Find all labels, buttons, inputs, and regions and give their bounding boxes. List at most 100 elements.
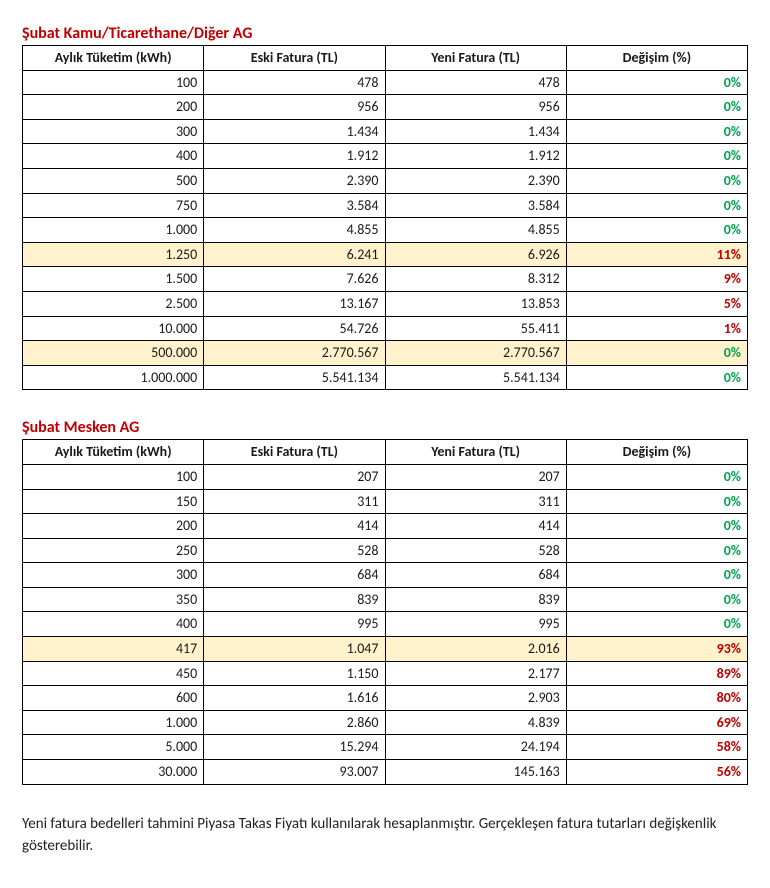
table1-header-row: Aylık Tüketim (kWh) Eski Fatura (TL) Yen…	[23, 46, 748, 71]
old-bill-cell: 2.860	[204, 710, 385, 735]
new-bill-cell: 5.541.134	[385, 365, 566, 390]
table-row: 1.000.0005.541.1345.541.1340%	[23, 365, 748, 390]
table-row: 1.0004.8554.8550%	[23, 218, 748, 243]
new-bill-cell: 145.163	[385, 760, 566, 785]
change-pct-cell: 69%	[566, 710, 747, 735]
change-pct-cell: 0%	[566, 612, 747, 637]
new-bill-cell: 4.839	[385, 710, 566, 735]
change-pct-cell: 5%	[566, 291, 747, 316]
change-pct-cell: 0%	[566, 489, 747, 514]
table-row: 500.0002.770.5672.770.5670%	[23, 341, 748, 366]
table-row: 2.50013.16713.8535%	[23, 291, 748, 316]
old-bill-cell: 684	[204, 563, 385, 588]
old-bill-cell: 54.726	[204, 316, 385, 341]
change-pct-cell: 11%	[566, 242, 747, 267]
old-bill-cell: 478	[204, 70, 385, 95]
table1-header-0: Aylık Tüketim (kWh)	[23, 46, 204, 71]
table1-title: Şubat Kamu/Ticarethane/Diğer AG	[22, 24, 748, 43]
table2-header-0: Aylık Tüketim (kWh)	[23, 440, 204, 465]
table-row: 7503.5843.5840%	[23, 193, 748, 218]
change-pct-cell: 0%	[566, 587, 747, 612]
table2-header-2: Yeni Fatura (TL)	[385, 440, 566, 465]
table-row: 6001.6162.90380%	[23, 686, 748, 711]
table-row: 1.2506.2416.92611%	[23, 242, 748, 267]
change-pct-cell: 58%	[566, 735, 747, 760]
old-bill-cell: 528	[204, 538, 385, 563]
consumption-cell: 1.000	[23, 218, 204, 243]
old-bill-cell: 2.770.567	[204, 341, 385, 366]
new-bill-cell: 2.016	[385, 637, 566, 662]
table-row: 10.00054.72655.4111%	[23, 316, 748, 341]
consumption-cell: 600	[23, 686, 204, 711]
consumption-cell: 300	[23, 119, 204, 144]
consumption-cell: 400	[23, 612, 204, 637]
consumption-cell: 5.000	[23, 735, 204, 760]
change-pct-cell: 0%	[566, 464, 747, 489]
new-bill-cell: 1.912	[385, 144, 566, 169]
consumption-cell: 417	[23, 637, 204, 662]
change-pct-cell: 0%	[566, 218, 747, 243]
old-bill-cell: 5.541.134	[204, 365, 385, 390]
new-bill-cell: 414	[385, 514, 566, 539]
table-row: 2009569560%	[23, 95, 748, 120]
change-pct-cell: 80%	[566, 686, 747, 711]
old-bill-cell: 15.294	[204, 735, 385, 760]
consumption-cell: 250	[23, 538, 204, 563]
new-bill-cell: 478	[385, 70, 566, 95]
change-pct-cell: 0%	[566, 168, 747, 193]
change-pct-cell: 0%	[566, 365, 747, 390]
table-row: 5.00015.29424.19458%	[23, 735, 748, 760]
new-bill-cell: 2.390	[385, 168, 566, 193]
change-pct-cell: 0%	[566, 514, 747, 539]
consumption-cell: 1.000	[23, 710, 204, 735]
old-bill-cell: 956	[204, 95, 385, 120]
old-bill-cell: 995	[204, 612, 385, 637]
change-pct-cell: 9%	[566, 267, 747, 292]
table-row: 30.00093.007145.16356%	[23, 760, 748, 785]
change-pct-cell: 89%	[566, 661, 747, 686]
old-bill-cell: 839	[204, 587, 385, 612]
consumption-cell: 1.500	[23, 267, 204, 292]
old-bill-cell: 6.241	[204, 242, 385, 267]
table-row: 4171.0472.01693%	[23, 637, 748, 662]
table-row: 1004784780%	[23, 70, 748, 95]
old-bill-cell: 1.616	[204, 686, 385, 711]
new-bill-cell: 528	[385, 538, 566, 563]
table-row: 3001.4341.4340%	[23, 119, 748, 144]
new-bill-cell: 995	[385, 612, 566, 637]
table1-header-2: Yeni Fatura (TL)	[385, 46, 566, 71]
old-bill-cell: 4.855	[204, 218, 385, 243]
new-bill-cell: 2.770.567	[385, 341, 566, 366]
table2-header-3: Değişim (%)	[566, 440, 747, 465]
change-pct-cell: 0%	[566, 119, 747, 144]
table-row: 2505285280%	[23, 538, 748, 563]
consumption-cell: 500.000	[23, 341, 204, 366]
new-bill-cell: 2.177	[385, 661, 566, 686]
new-bill-cell: 55.411	[385, 316, 566, 341]
new-bill-cell: 311	[385, 489, 566, 514]
footnote: Yeni fatura bedelleri tahmini Piyasa Tak…	[22, 813, 748, 858]
change-pct-cell: 0%	[566, 341, 747, 366]
table-row: 1503113110%	[23, 489, 748, 514]
new-bill-cell: 956	[385, 95, 566, 120]
table-row: 3006846840%	[23, 563, 748, 588]
new-bill-cell: 839	[385, 587, 566, 612]
consumption-cell: 200	[23, 514, 204, 539]
change-pct-cell: 0%	[566, 95, 747, 120]
table2: Aylık Tüketim (kWh) Eski Fatura (TL) Yen…	[22, 439, 748, 784]
old-bill-cell: 3.584	[204, 193, 385, 218]
consumption-cell: 400	[23, 144, 204, 169]
change-pct-cell: 0%	[566, 538, 747, 563]
old-bill-cell: 93.007	[204, 760, 385, 785]
table-row: 1002072070%	[23, 464, 748, 489]
change-pct-cell: 0%	[566, 563, 747, 588]
consumption-cell: 100	[23, 70, 204, 95]
table-row: 4001.9121.9120%	[23, 144, 748, 169]
consumption-cell: 10.000	[23, 316, 204, 341]
change-pct-cell: 0%	[566, 70, 747, 95]
consumption-cell: 450	[23, 661, 204, 686]
old-bill-cell: 207	[204, 464, 385, 489]
new-bill-cell: 2.903	[385, 686, 566, 711]
old-bill-cell: 1.150	[204, 661, 385, 686]
table1: Aylık Tüketim (kWh) Eski Fatura (TL) Yen…	[22, 45, 748, 390]
